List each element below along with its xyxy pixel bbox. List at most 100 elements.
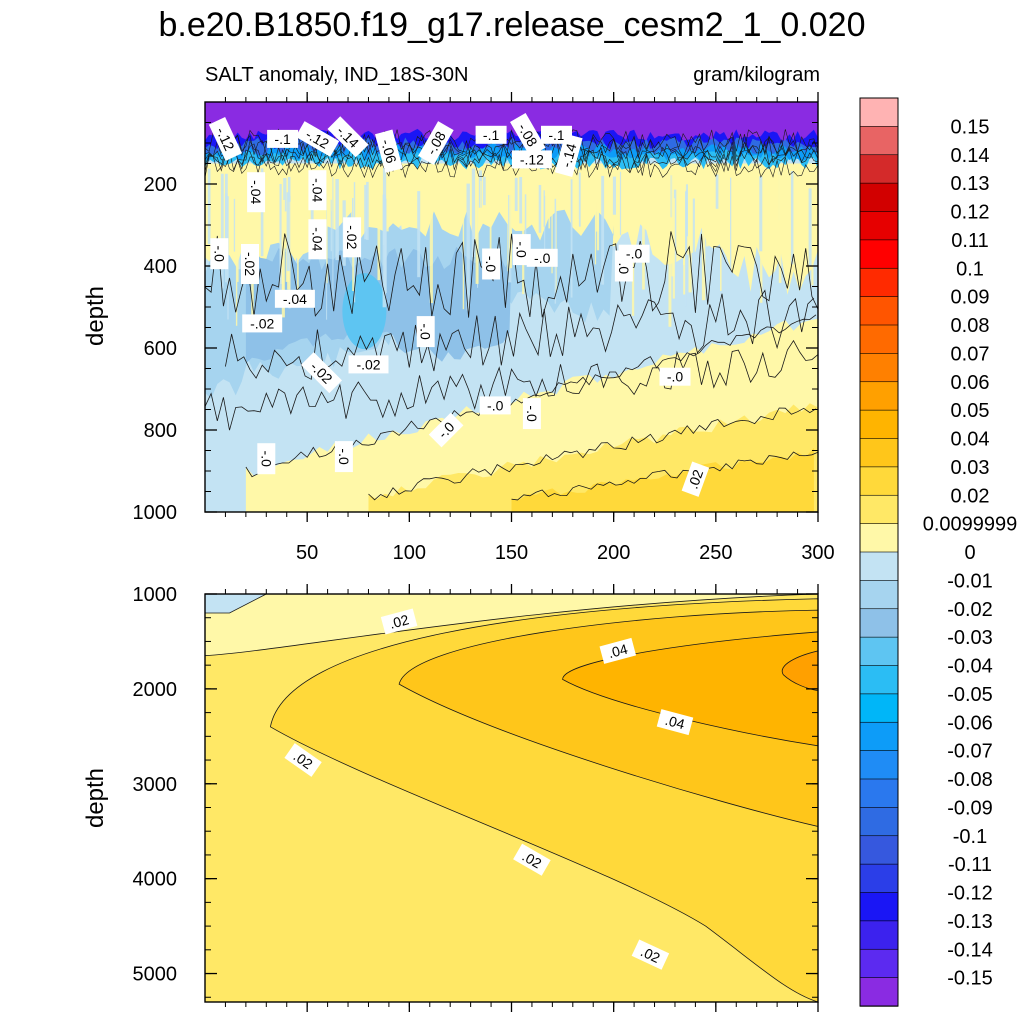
colorbar-swatch: [859, 750, 899, 780]
contour-label-bg: [308, 170, 327, 211]
colorbar-label: -0.02: [947, 599, 993, 621]
upper-spike: [676, 179, 680, 208]
upper-spike: [797, 192, 800, 230]
upper-spike: [224, 193, 228, 264]
y-tick-label: 4000: [133, 869, 178, 891]
upper-spike: [790, 171, 794, 265]
upper-contour-minus-001: [205, 339, 818, 431]
upper-contour-label: .02: [681, 461, 710, 497]
upper-spike: [429, 197, 433, 303]
x-tick-label: 300: [801, 542, 834, 564]
colorbar-swatch: [859, 154, 899, 184]
upper-spike: [730, 177, 732, 280]
colorbar-label: -0.12: [947, 883, 993, 905]
upper-spike: [475, 168, 479, 284]
upper-spike: [595, 172, 597, 202]
colorbar-label: 0.1: [956, 258, 984, 280]
x-tick-label: 100: [393, 542, 426, 564]
contour-label-bg: [295, 121, 340, 157]
upper-contour-label: -.04: [274, 289, 315, 308]
upper-spike: [706, 170, 709, 247]
colorbar-swatch: [859, 551, 899, 582]
colorbar-swatch: [859, 182, 899, 213]
upper-contour-label: -.0: [428, 412, 464, 448]
contour-label-text: -.0: [626, 246, 643, 262]
lower-contour-label: .02: [380, 608, 418, 635]
contour-label-bg: [247, 172, 266, 213]
colorbar-swatch: [859, 494, 899, 525]
upper-spike: [594, 186, 597, 265]
upper-contour-label: -.0: [479, 396, 511, 415]
y-tick-label: 800: [144, 420, 177, 442]
x-tick-label: 50: [296, 542, 318, 564]
colorbar-frame: [859, 97, 899, 1007]
upper-spike: [804, 182, 807, 228]
upper-spike: [330, 199, 332, 252]
upper-contour-label: -.06: [375, 129, 403, 173]
contour-label-text: -.02: [356, 356, 380, 372]
upper-surface-contour: [205, 148, 818, 174]
y-tick-label: 600: [144, 338, 177, 360]
y-tick-label: 400: [144, 256, 177, 278]
upper-spike: [335, 179, 339, 261]
upper-spike: [232, 188, 236, 230]
contour-label-text: .02: [388, 611, 411, 632]
upper-band-002-deep: [511, 447, 814, 512]
x-tick-label: 250: [699, 542, 732, 564]
colorbar-label: 0.13: [951, 173, 990, 195]
upper-spike: [352, 198, 354, 225]
upper-spike: [808, 188, 812, 266]
colorbar-swatch: [859, 608, 899, 638]
upper-spike: [683, 181, 687, 266]
colorbar-label: 0.0099999: [923, 514, 1018, 536]
y-tick-label: 1000: [133, 502, 178, 524]
colorbar-label: 0.04: [951, 429, 990, 451]
contour-label-text: -.14: [558, 141, 580, 169]
colorbar-swatch: [859, 466, 899, 496]
contour-label-text: .02: [638, 943, 663, 966]
upper-contour-label: -.12: [511, 150, 552, 169]
contour-label-bg: [418, 121, 454, 165]
upper-spike: [328, 170, 331, 218]
lower-panel-ticks: 1000 2000 3000 4000 5000: [133, 584, 819, 1012]
upper-spike: [233, 198, 236, 252]
upper-spike: [220, 173, 224, 289]
upper-spike: [619, 171, 622, 236]
lower-contour-label: .04: [656, 709, 694, 736]
upper-contour-label: -.1: [267, 129, 299, 148]
upper-spike: [482, 176, 486, 206]
y-tick-label: 1000: [133, 584, 178, 606]
x-tick-label: 150: [495, 542, 528, 564]
colorbar-swatch: [859, 211, 899, 241]
colorbar-label: 0.15: [951, 116, 990, 138]
upper-spike: [332, 177, 334, 304]
upper-spike: [466, 183, 470, 311]
contour-label-bg: [599, 637, 637, 664]
contour-label-bg: [526, 248, 558, 267]
contour-label-text: -.02: [344, 225, 360, 249]
upper-surface-contour: [205, 152, 818, 179]
chart-subtitle-right: gram/kilogram: [693, 64, 820, 86]
chart-title: b.e20.B1850.f19_g17.release_cesm2_1_0.02…: [158, 6, 865, 44]
contour-label-text: -.1: [548, 127, 565, 143]
colorbar-label: -0.04: [947, 656, 993, 678]
lower-band-zero: [205, 594, 818, 657]
upper-contour-label: -.0: [257, 443, 276, 475]
contour-label-text: -.0: [211, 246, 227, 263]
colorbar-swatch: [859, 381, 899, 411]
contour-label-bg: [257, 443, 276, 475]
colorbar-label: -0.01: [947, 570, 993, 592]
upper-spike: [366, 181, 369, 240]
upper-spike: [701, 177, 706, 301]
upper-spike: [578, 172, 581, 227]
colorbar-swatch: [859, 807, 899, 837]
upper-spike: [685, 189, 688, 270]
upper-spike: [784, 174, 787, 281]
upper-spike: [279, 184, 282, 306]
contour-label-text: -.0: [534, 250, 551, 266]
colorbar-label: -0.1: [953, 826, 987, 848]
upper-spike: [782, 184, 786, 222]
colorbar-label: -0.14: [947, 939, 993, 961]
